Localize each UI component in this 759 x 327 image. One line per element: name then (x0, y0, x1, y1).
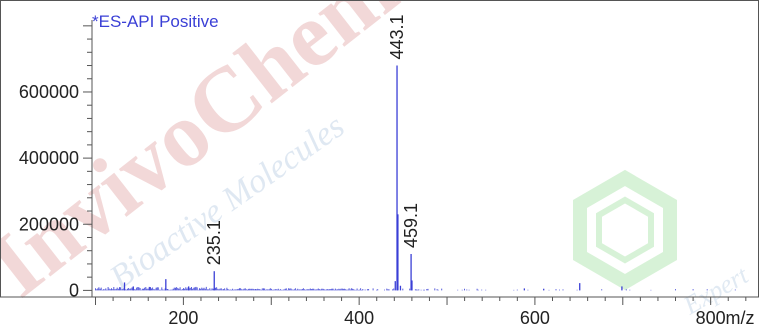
noise-trace (95, 286, 736, 291)
peak-label: 235.1 (204, 220, 224, 265)
watermark-hexagon-logo (573, 169, 677, 291)
peak-label: 459.1 (401, 203, 421, 248)
y-tick-label: 600000 (19, 82, 79, 102)
y-tick-label: 0 (69, 280, 79, 300)
x-tick-label: 600 (520, 308, 550, 327)
axes: 0 200000 400000 600000 200 400 600 800 m/z (19, 25, 755, 327)
x-tick-label: 200 (168, 308, 198, 327)
x-tick-label: 800 (696, 308, 726, 327)
baseline-noise (95, 286, 736, 291)
watermark-hexagon-inner (596, 196, 654, 264)
peak-labels: 443.1 459.1 235.1 (204, 14, 421, 265)
y-tick-label: 200000 (19, 214, 79, 234)
y-tick-label: 400000 (19, 148, 79, 168)
peak-label: 443.1 (387, 14, 407, 59)
x-axis-label: m/z (726, 308, 755, 327)
chart-title: *ES-API Positive (92, 12, 219, 31)
spectrum-peaks (123, 65, 623, 291)
x-tick-label: 400 (344, 308, 374, 327)
